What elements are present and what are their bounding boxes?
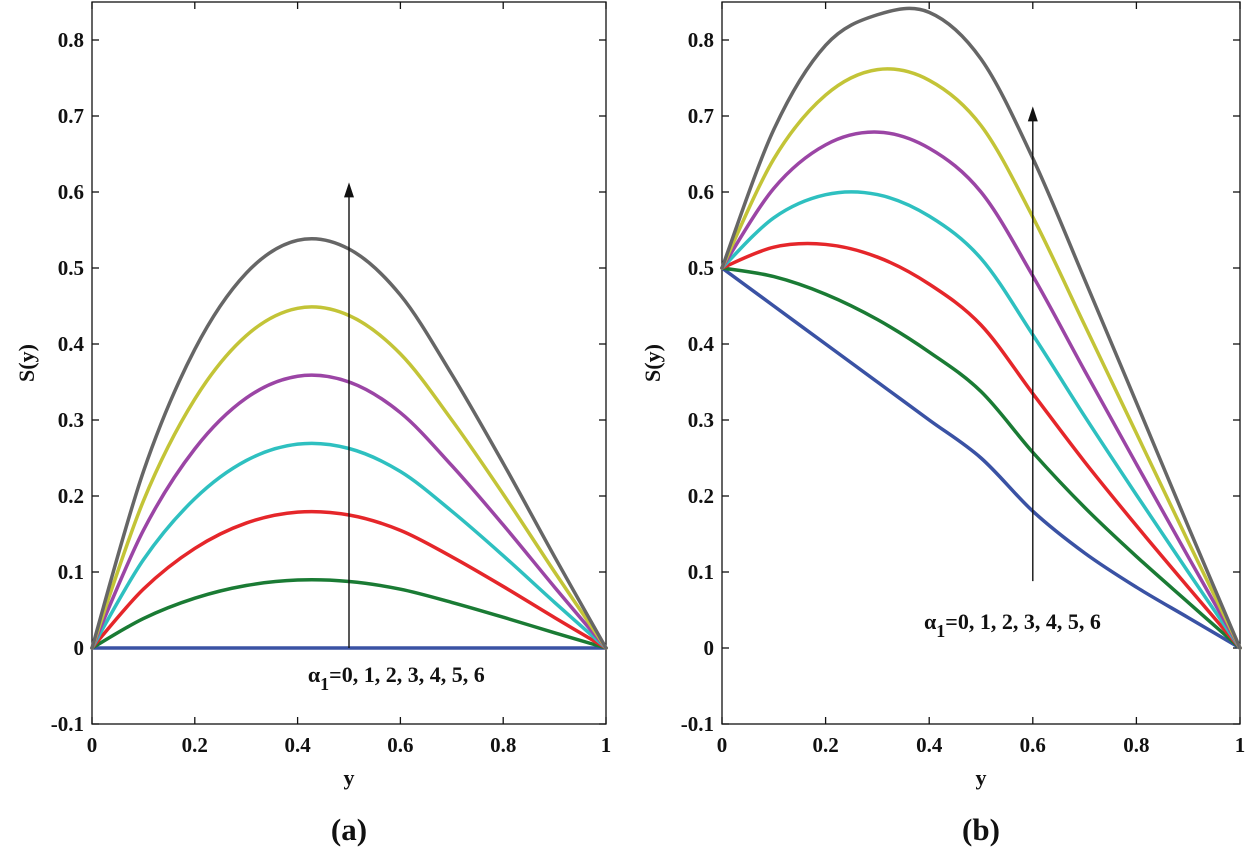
panel-b-annotation: α1=0, 1, 2, 3, 4, 5, 6 — [924, 106, 1101, 641]
series-line — [720, 266, 1242, 650]
y-tick-label: 0.2 — [58, 484, 84, 508]
panel-a-annotation: α1=0, 1, 2, 3, 4, 5, 6 — [308, 182, 485, 694]
panel-a-x-axis-label: y — [344, 765, 355, 790]
panel-b-ticks — [721, 2, 1241, 725]
annotation-values: =0, 1, 2, 3, 4, 5, 6 — [945, 609, 1101, 634]
series-line — [90, 373, 608, 650]
y-tick-label: 0.7 — [58, 104, 84, 128]
x-tick-label: 0.2 — [182, 733, 208, 757]
annotation-label: α1=0, 1, 2, 3, 4, 5, 6 — [308, 662, 485, 694]
annotation-arrow-head — [1027, 106, 1038, 122]
annotation-values: =0, 1, 2, 3, 4, 5, 6 — [329, 662, 485, 687]
panel-a-caption: (a) — [331, 812, 367, 847]
x-tick-label: 0.2 — [812, 733, 838, 757]
x-tick-label: 0 — [87, 733, 98, 757]
panel-b-curves — [720, 6, 1242, 650]
y-tick-label: 0.2 — [688, 484, 714, 508]
x-tick-label: 0.6 — [1020, 733, 1046, 757]
panel-b-y-axis-label: S(y) — [640, 344, 665, 382]
y-tick-label: 0.1 — [58, 560, 84, 584]
series-line — [720, 130, 1242, 650]
annotation-arrow-head — [344, 182, 354, 198]
x-tick-label: 0.6 — [387, 733, 413, 757]
y-tick-label: 0.5 — [688, 256, 714, 280]
panel-b-x-tick-labels: 0 0.2 0.4 0.6 0.8 1 — [717, 733, 1246, 757]
panel-b: -0.100.10.20.30.40.50.60.70.8 0 0.2 0.4 0.6… — [640, 1, 1246, 847]
y-tick-label: 0 — [74, 636, 85, 660]
panel-a-y-tick-labels: -0.1 0 0.1 0.2 0.3 0.4 0.5 0.6 0.7 0.8 — [51, 28, 85, 736]
x-tick-label: 0 — [717, 733, 728, 757]
panel-b-y-tick-labels: -0.1 0 0.1 0.2 0.3 0.4 0.5 0.6 0.7 0.8 — [681, 28, 715, 736]
annotation-subscript: 1 — [936, 621, 945, 641]
x-tick-label: 1 — [601, 733, 612, 757]
series-line — [720, 6, 1242, 650]
y-tick-label: -0.1 — [681, 712, 714, 736]
panel-a-y-axis-label: S(y) — [14, 344, 39, 382]
annotation-alpha: α — [924, 609, 937, 634]
y-tick-label: 0 — [704, 636, 715, 660]
y-tick-label: -0.1 — [51, 712, 84, 736]
panel-b-caption: (b) — [962, 812, 1000, 847]
series-line — [720, 266, 1242, 650]
x-tick-label: 1 — [1235, 733, 1246, 757]
panel-a: -0.100.10.20.30.40.50.60.70.8 0 0.2 0.4 0.6… — [14, 1, 612, 847]
x-tick-label: 0.4 — [916, 733, 943, 757]
panel-a-x-tick-labels: 0 0.2 0.4 0.6 0.8 1 — [87, 733, 612, 757]
series-line — [720, 190, 1242, 650]
y-tick-label: 0.4 — [58, 332, 85, 356]
annotation-label: α1=0, 1, 2, 3, 4, 5, 6 — [924, 609, 1101, 641]
panel-b-x-axis-label: y — [976, 765, 987, 790]
y-tick-label: 0.4 — [688, 332, 715, 356]
y-tick-label: 0.3 — [58, 408, 84, 432]
y-tick-label: 0.5 — [58, 256, 84, 280]
y-tick-label: 0.6 — [688, 180, 714, 204]
y-tick-label: 0.7 — [688, 104, 714, 128]
y-tick-label: 0.8 — [688, 28, 714, 52]
y-tick-label: 0.1 — [688, 560, 714, 584]
y-tick-label: 0.3 — [688, 408, 714, 432]
panel-b-frame — [721, 1, 1241, 725]
y-tick-label: 0.8 — [58, 28, 84, 52]
x-tick-label: 0.4 — [284, 733, 311, 757]
series-line — [720, 241, 1242, 650]
annotation-alpha: α — [308, 662, 321, 687]
series-line — [720, 67, 1242, 650]
x-tick-label: 0.8 — [490, 733, 516, 757]
panel-a-frame — [91, 1, 607, 725]
x-tick-label: 0.8 — [1123, 733, 1149, 757]
annotation-subscript: 1 — [320, 674, 329, 694]
y-tick-label: 0.6 — [58, 180, 84, 204]
